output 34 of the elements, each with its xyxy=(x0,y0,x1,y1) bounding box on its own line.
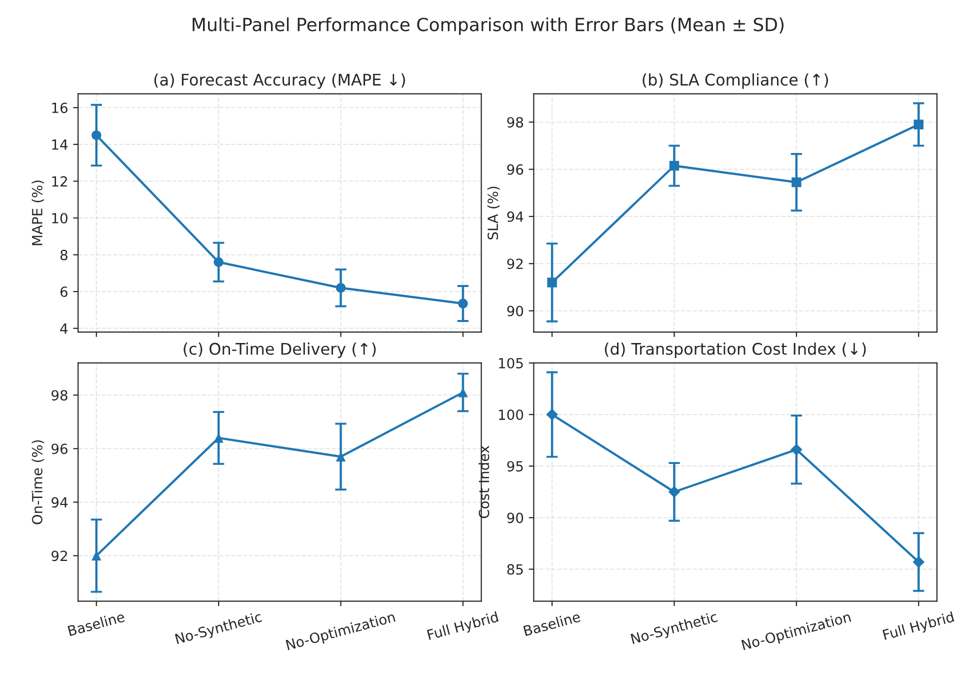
chart-title: (b) SLA Compliance (↑) xyxy=(642,73,828,89)
y-tick-label: 105 xyxy=(499,358,523,368)
y-tick-label: 98 xyxy=(507,117,524,128)
x-tick-label: Full Hybrid xyxy=(426,611,500,643)
y-tick-label: 12 xyxy=(52,176,67,186)
y-tick-label: 16 xyxy=(52,102,68,114)
y-tick-label: 92 xyxy=(52,550,67,562)
y-tick-label: 8 xyxy=(60,250,68,260)
chart-title: (d) Transportation Cost Index (↓) xyxy=(604,342,866,358)
y-tick-label: 90 xyxy=(507,512,524,524)
y-axis-title: SLA (%) xyxy=(487,186,500,240)
y-tick-label: 92 xyxy=(507,258,523,270)
chart-title: (a) Forecast Accuracy (MAPE ↓) xyxy=(154,73,405,89)
text: Multi-Panel Performance Comparison with Error Bars (Mean ± SD) xyxy=(192,17,784,35)
y-axis-title: MAPE (%) xyxy=(32,180,44,246)
x-tick-label: Full Hybrid xyxy=(882,611,955,643)
y-tick-label: 6 xyxy=(60,286,68,298)
y-tick-label: 10 xyxy=(52,212,68,224)
y-tick-label: 90 xyxy=(507,306,524,316)
y-tick-label: 96 xyxy=(52,444,68,454)
y-tick-label: 94 xyxy=(52,497,68,508)
y-tick-label: 85 xyxy=(507,564,523,575)
chart-title: (c) On-Time Delivery (↑) xyxy=(184,342,376,358)
y-tick-label: 98 xyxy=(52,390,68,401)
y-axis-title: On-Time (%) xyxy=(32,440,44,524)
x-tick-label: Baseline xyxy=(523,611,581,636)
y-axis-title: Cost Index xyxy=(478,446,490,518)
y-tick-label: 14 xyxy=(52,140,68,150)
y-tick-label: 96 xyxy=(507,164,524,175)
y-tick-label: 95 xyxy=(507,461,523,472)
y-tick-label: 100 xyxy=(499,410,524,420)
x-tick-label: Baseline xyxy=(68,611,126,636)
y-tick-label: 94 xyxy=(507,211,524,222)
y-tick-label: 4 xyxy=(60,323,68,334)
